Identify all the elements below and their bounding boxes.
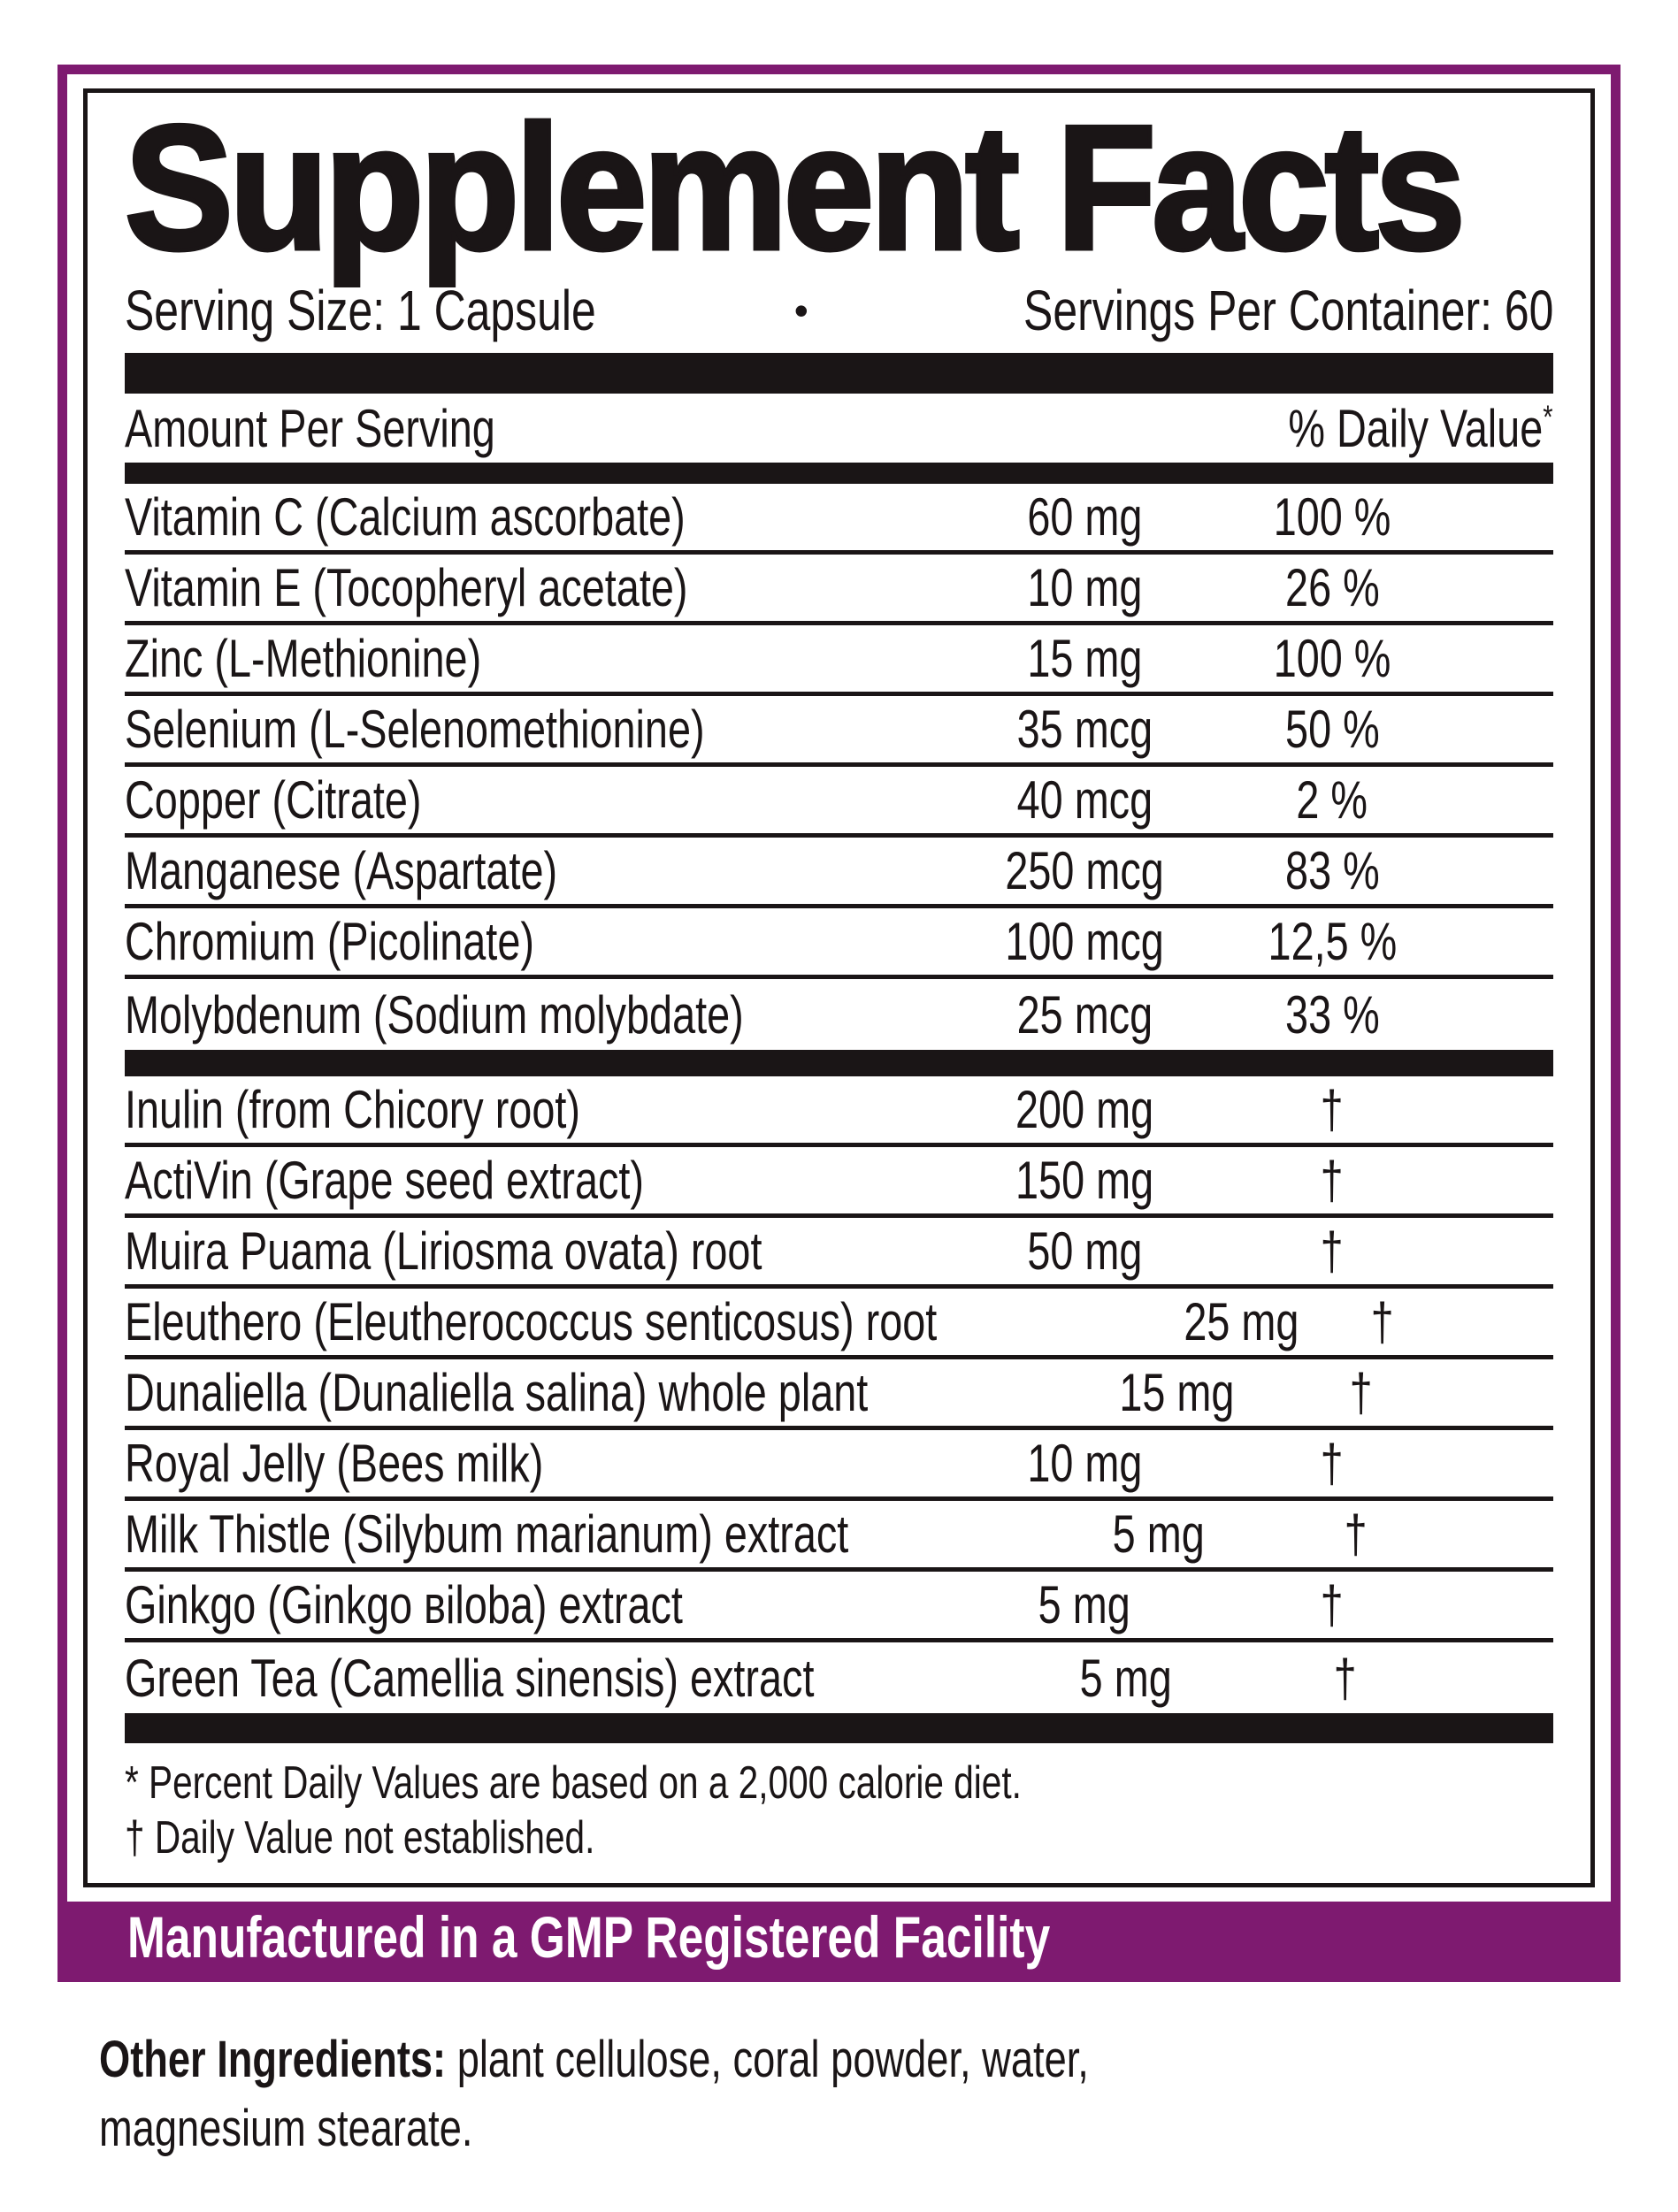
footnote-dagger: † Daily Value not established. — [125, 1812, 595, 1864]
ingredient-amount: 25 mcg — [1016, 984, 1153, 1045]
ingredient-daily-value: 100 % — [1273, 629, 1391, 688]
gmp-banner: Manufactured in a GMP Registered Facilit… — [67, 1902, 1611, 1972]
table-row: Green Tea (Camellia sinensis) extract 5 … — [125, 1642, 1553, 1713]
other-ingredients-line1: Other Ingredients: plant cellulose, cora… — [99, 2025, 1089, 2094]
table-row: Eleuthero (Eleutherococcus senticosus) r… — [125, 1289, 1553, 1359]
ingredient-amount: 5 mg — [1112, 1504, 1205, 1564]
ingredient-daily-value: † — [1320, 1221, 1345, 1281]
other-ingredients-text1: plant cellulose, coral powder, water, — [446, 2031, 1089, 2088]
table-row: Zinc (L-Methionine) 15 mg 100 % — [125, 625, 1553, 696]
header-asterisk: * — [1543, 397, 1553, 435]
ingredient-name: Muira Puama (Liriosma ovata) root — [125, 1221, 762, 1281]
ingredient-daily-value: 33 % — [1284, 984, 1380, 1045]
ingredient-name: Molybdenum (Sodium molybdate) — [125, 984, 744, 1045]
divider-bar-header — [125, 463, 1553, 484]
serving-info-row: Serving Size: 1 Capsule • Servings Per C… — [125, 277, 1553, 344]
ingredient-name: Eleuthero (Eleutherococcus senticosus) r… — [125, 1292, 938, 1351]
ingredient-name: ActiVin (Grape seed extract) — [125, 1151, 644, 1210]
header-amount-per-serving: Amount Per Serving — [125, 398, 495, 458]
ingredient-name: Zinc (L-Methionine) — [125, 629, 482, 688]
table-row: Manganese (Aspartate) 250 mcg 83 % — [125, 838, 1553, 908]
table-row: Ginkgo (Ginkgo вiloba) extract 5 mg † — [125, 1572, 1553, 1642]
table-row: Inulin (from Chicory root) 200 mg † — [125, 1076, 1553, 1147]
ingredient-amount: 100 mcg — [1005, 912, 1164, 971]
ingredient-daily-value: 26 % — [1284, 558, 1380, 617]
ingredient-daily-value: † — [1350, 1363, 1374, 1422]
nutrients-section: Vitamin C (Calcium ascorbate) 60 mg 100 … — [125, 484, 1553, 1050]
bullet-separator: • — [793, 287, 808, 333]
table-row: Selenium (L-Selenomethionine) 35 mcg 50 … — [125, 696, 1553, 767]
ingredient-amount: 35 mcg — [1016, 700, 1153, 759]
ingredient-name: Selenium (L-Selenomethionine) — [125, 700, 705, 759]
other-ingredients-label: Other Ingredients: — [99, 2031, 447, 2088]
divider-bar-top — [125, 353, 1553, 394]
ingredient-name: Green Tea (Camellia sinensis) extract — [125, 1648, 815, 1708]
ingredient-amount: 15 mg — [1026, 629, 1143, 688]
ingredient-amount: 40 mcg — [1016, 770, 1153, 830]
table-row: Muira Puama (Liriosma ovata) root 50 mg … — [125, 1218, 1553, 1289]
ingredient-daily-value: † — [1320, 1575, 1345, 1634]
title-text: Supplement Facts — [123, 89, 1467, 287]
table-row: Royal Jelly (Bees milk) 10 mg † — [125, 1430, 1553, 1501]
ingredient-name: Inulin (from Chicory root) — [125, 1080, 580, 1139]
ingredient-daily-value: 2 % — [1296, 770, 1368, 830]
ingredient-amount: 10 mg — [1026, 1434, 1143, 1493]
ingredient-amount: 250 mcg — [1005, 841, 1164, 900]
ingredient-daily-value: † — [1320, 1151, 1345, 1210]
ingredient-amount: 25 mg — [1184, 1292, 1299, 1351]
ingredient-amount: 150 mg — [1015, 1151, 1154, 1210]
other-ingredients: Other Ingredients: plant cellulose, cora… — [99, 2025, 1514, 2163]
ingredient-name: Copper (Citrate) — [125, 770, 422, 830]
botanicals-section: Inulin (from Chicory root) 200 mg † Acti… — [125, 1076, 1553, 1713]
supplement-facts-title: Supplement Facts — [123, 89, 1553, 287]
gmp-banner-text: Manufactured in a GMP Registered Facilit… — [127, 1904, 1051, 1970]
table-row: Vitamin E (Tocopheryl acetate) 10 mg 26 … — [125, 555, 1553, 625]
ingredient-daily-value: † — [1320, 1080, 1345, 1139]
other-ingredients-line2: magnesium stearate. — [99, 2100, 473, 2157]
ingredient-name: Milk Thistle (Silybum marianum) extract — [125, 1504, 849, 1564]
table-row: Dunaliella (Dunaliella salina) whole pla… — [125, 1359, 1553, 1430]
table-row: ActiVin (Grape seed extract) 150 mg † — [125, 1147, 1553, 1218]
table-header-row: Amount Per Serving % Daily Value* — [125, 394, 1553, 463]
ingredient-name: Royal Jelly (Bees milk) — [125, 1434, 544, 1493]
footnotes: * Percent Daily Values are based on a 2,… — [125, 1743, 1553, 1874]
ingredient-daily-value: 100 % — [1273, 487, 1391, 547]
divider-bar-middle — [125, 1050, 1553, 1076]
ingredient-daily-value: † — [1370, 1292, 1394, 1351]
table-row: Vitamin C (Calcium ascorbate) 60 mg 100 … — [125, 484, 1553, 555]
serving-size: Serving Size: 1 Capsule — [125, 279, 596, 342]
ingredient-amount: 5 mg — [1038, 1575, 1131, 1634]
ingredient-amount: 60 mg — [1026, 487, 1143, 547]
table-row: Copper (Citrate) 40 mcg 2 % — [125, 767, 1553, 838]
ingredient-name: Dunaliella (Dunaliella salina) whole pla… — [125, 1363, 869, 1422]
ingredient-daily-value: 50 % — [1284, 700, 1380, 759]
ingredient-amount: 50 mg — [1026, 1221, 1143, 1281]
ingredient-name: Vitamin E (Tocopheryl acetate) — [125, 558, 688, 617]
ingredient-name: Chromium (Picolinate) — [125, 912, 534, 971]
table-row: Milk Thistle (Silybum marianum) extract … — [125, 1501, 1553, 1572]
table-row: Chromium (Picolinate) 100 mcg 12,5 % — [125, 908, 1553, 979]
ingredient-daily-value: † — [1333, 1648, 1357, 1708]
divider-bar-bottom — [125, 1713, 1553, 1743]
ingredient-name: Manganese (Aspartate) — [125, 841, 558, 900]
ingredient-daily-value: † — [1320, 1434, 1345, 1493]
ingredient-name: Vitamin C (Calcium ascorbate) — [125, 487, 686, 547]
ingredient-amount: 200 mg — [1015, 1080, 1154, 1139]
label-inner-padding: Supplement Facts Serving Size: 1 Capsule… — [67, 74, 1611, 1887]
header-daily-value: % Daily Value* — [1288, 397, 1553, 458]
ingredient-amount: 5 mg — [1080, 1648, 1173, 1708]
ingredient-daily-value: 83 % — [1284, 841, 1380, 900]
supplement-facts-box: Supplement Facts Serving Size: 1 Capsule… — [83, 88, 1595, 1887]
ingredient-amount: 10 mg — [1026, 558, 1143, 617]
footnote-daily-values: * Percent Daily Values are based on a 2,… — [125, 1757, 1022, 1809]
supplement-label-frame: Supplement Facts Serving Size: 1 Capsule… — [57, 65, 1621, 1982]
ingredient-daily-value: 12,5 % — [1268, 912, 1397, 971]
servings-per-container: Servings Per Container: 60 — [1023, 279, 1553, 342]
ingredient-name: Ginkgo (Ginkgo вiloba) extract — [125, 1575, 683, 1634]
table-row: Molybdenum (Sodium molybdate) 25 mcg 33 … — [125, 979, 1553, 1050]
ingredient-amount: 15 mg — [1119, 1363, 1235, 1422]
ingredient-daily-value: † — [1344, 1504, 1368, 1564]
